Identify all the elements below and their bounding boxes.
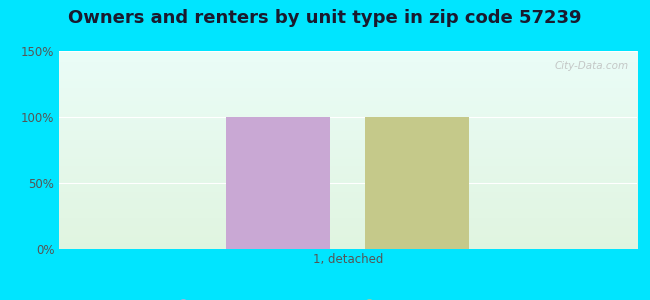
Legend: Owner occupied units, Renter occupied units: Owner occupied units, Renter occupied un… <box>166 295 530 300</box>
Text: Owners and renters by unit type in zip code 57239: Owners and renters by unit type in zip c… <box>68 9 582 27</box>
Bar <box>226 117 330 249</box>
Bar <box>365 117 469 249</box>
Text: City-Data.com: City-Data.com <box>554 61 629 71</box>
